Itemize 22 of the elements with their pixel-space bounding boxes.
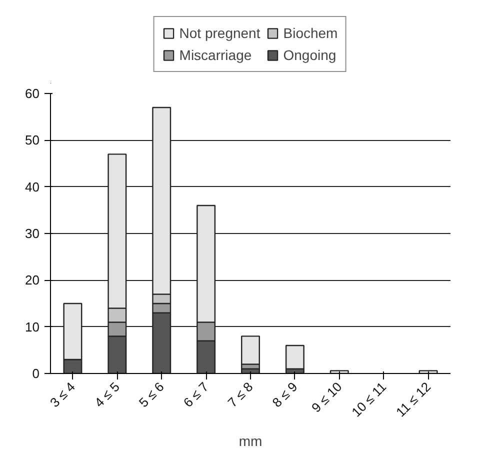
x-tick-label: 3 ≤ 4 (47, 379, 78, 410)
x-tick-label: 7 ≤ 8 (224, 379, 256, 410)
x-tick-label: 9 ≤ 10 (308, 379, 345, 416)
x-axis-title: mm (238, 433, 262, 450)
legend-label: Miscarriage (179, 47, 252, 63)
legend-label: Not pregnent (179, 25, 260, 41)
y-tick-label: 10 (25, 319, 40, 334)
y-tick-label: 60 (25, 86, 40, 101)
y-tick-label: 50 (25, 132, 40, 148)
y-tick-label: 20 (25, 272, 40, 288)
y-tick-label: 40 (25, 179, 40, 194)
x-tick-label: 11 ≤ 12 (393, 379, 434, 420)
x-tick-label: 6 ≤ 7 (180, 379, 212, 410)
x-tick-label: 8 ≤ 9 (269, 379, 300, 410)
x-tick-label: 10 ≤ 11 (348, 379, 390, 420)
bar (285, 344, 304, 370)
legend-label: Ongoing (283, 47, 336, 63)
y-tick-label: 30 (25, 226, 40, 241)
legend-label: Biochem (283, 25, 338, 41)
x-tick-label: 5 ≤ 6 (136, 379, 167, 410)
y-tick-label: 0 (32, 366, 40, 381)
x-tick-label: 4 ≤ 5 (91, 379, 122, 410)
